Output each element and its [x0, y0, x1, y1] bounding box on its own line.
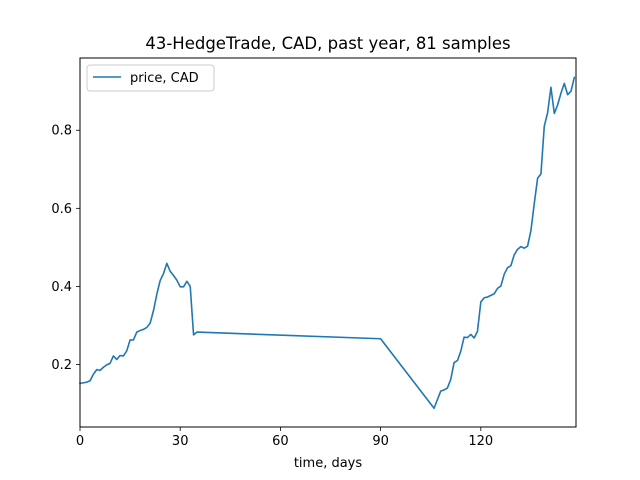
y-tick-label: 0.4: [51, 280, 72, 295]
legend-entry-label: price, CAD: [130, 71, 199, 86]
y-axis: 0.2 0.4 0.6 0.8: [51, 124, 80, 373]
x-axis: 0 30 60 90 120: [76, 427, 493, 449]
x-tick-label: 60: [272, 434, 289, 449]
x-tick-label: 120: [468, 434, 493, 449]
y-tick-label: 0.2: [51, 358, 72, 373]
legend-box: [86, 64, 215, 92]
plot-area: [79, 76, 576, 410]
legend: price, CAD: [86, 64, 215, 92]
chart-title: 43-HedgeTrade, CAD, past year, 81 sample…: [145, 34, 510, 53]
x-tick-label: 30: [172, 434, 189, 449]
series-line-0: [79, 76, 576, 410]
y-tick-label: 0.8: [51, 124, 72, 139]
y-tick-label: 0.6: [51, 202, 72, 217]
x-axis-label: time, days: [294, 456, 363, 471]
axes-frame: [79, 57, 577, 428]
x-tick-label: 90: [372, 434, 389, 449]
x-tick-label: 0: [76, 434, 84, 449]
